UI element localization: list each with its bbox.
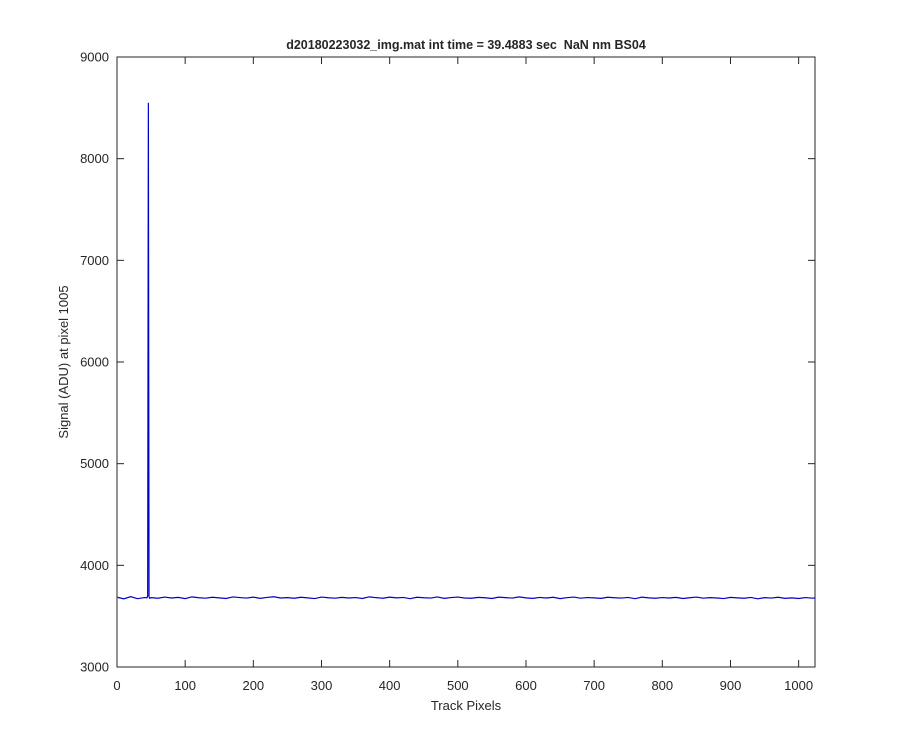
y-axis-label: Signal (ADU) at pixel 1005 [56, 285, 71, 438]
y-tick-label: 3000 [80, 660, 109, 675]
y-tick-label: 9000 [80, 50, 109, 65]
x-tick-label: 900 [720, 678, 742, 693]
x-tick-label: 500 [447, 678, 469, 693]
chart-title: d20180223032_img.mat int time = 39.4883 … [286, 38, 646, 52]
x-tick-label: 800 [651, 678, 673, 693]
x-tick-label: 400 [379, 678, 401, 693]
x-axis-label: Track Pixels [431, 698, 502, 713]
x-tick-label: 700 [583, 678, 605, 693]
x-tick-label: 0 [113, 678, 120, 693]
y-tick-label: 8000 [80, 151, 109, 166]
data-line [117, 102, 816, 600]
x-tick-label: 200 [242, 678, 264, 693]
y-tick-label: 6000 [80, 355, 109, 370]
y-tick-label: 4000 [80, 558, 109, 573]
x-tick-label: 1000 [784, 678, 813, 693]
x-tick-label: 300 [311, 678, 333, 693]
y-tick-label: 7000 [80, 253, 109, 268]
x-tick-label: 600 [515, 678, 537, 693]
x-tick-label: 100 [174, 678, 196, 693]
y-tick-label: 5000 [80, 456, 109, 471]
plot-area [116, 56, 816, 668]
